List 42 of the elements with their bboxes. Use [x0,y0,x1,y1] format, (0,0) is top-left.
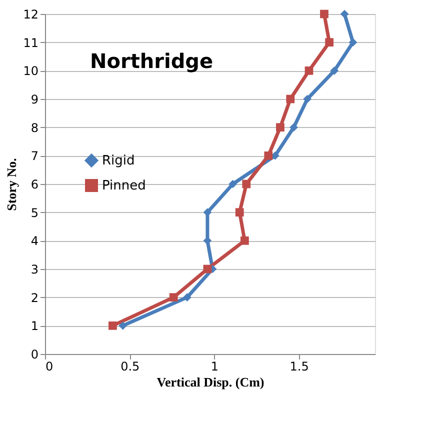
y-tick-label: 6 [30,178,38,192]
y-tick-label: 10 [23,64,38,78]
point [264,151,273,160]
point [235,208,244,217]
point [108,321,117,330]
point [240,236,249,245]
point [330,66,339,75]
point [276,123,284,132]
y-tick-label: 3 [30,262,38,276]
x-tick-label: 0.5 [120,360,140,374]
point [325,38,334,47]
y-tick-label: 0 [30,348,38,362]
y-tick-label: 9 [30,92,38,106]
point [348,38,358,47]
y-tick-label: 8 [30,120,38,135]
y-tick-label: 12 [23,8,38,22]
point [304,66,314,75]
y-tick-label: 2 [30,290,38,305]
x-axis-title: Vertical Disp. (Cm) [156,374,264,390]
point [286,94,295,104]
point [203,264,212,274]
annotation: Northridge [90,49,214,73]
point [290,123,298,132]
y-tick-label: 1 [30,319,38,334]
point [320,10,328,18]
point [242,180,251,188]
point [118,321,128,330]
y-tick-label: 7 [30,149,38,164]
x-tick-label: 1 [210,360,219,374]
point [303,94,312,104]
legend-label: Rigid [102,154,135,168]
x-tick-label: 1.5 [290,360,309,374]
y-axis-title: Story No. [4,158,20,211]
point [169,293,178,302]
y-tick-label: 5 [30,206,38,220]
point [228,180,238,188]
legend-label: Pinned [102,178,146,194]
point [340,10,349,18]
y-tick-label: 4 [30,234,38,248]
x-tick-label: 0 [46,360,54,374]
point [182,293,192,302]
y-tick-label: 11 [23,36,38,50]
